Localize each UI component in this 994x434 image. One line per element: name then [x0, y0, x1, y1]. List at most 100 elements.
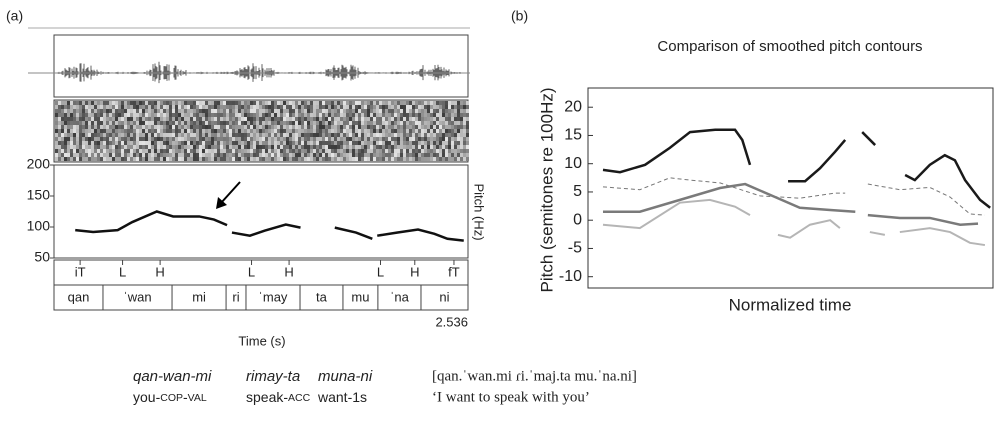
- spectrogram-cell: [415, 137, 418, 141]
- spectrogram-cell: [454, 105, 457, 109]
- spectrogram-cell: [235, 101, 238, 105]
- spectrogram-cell: [112, 145, 115, 149]
- spectrogram-cell: [442, 153, 445, 157]
- spectrogram-cell: [451, 141, 454, 145]
- spectrogram-cell: [208, 145, 211, 149]
- spectrogram-cell: [304, 121, 307, 125]
- spectrogram-cell: [265, 133, 268, 137]
- spectrogram-cell: [427, 117, 430, 121]
- spectrogram-cell: [223, 153, 226, 157]
- spectrogram-cell: [370, 105, 373, 109]
- spectrogram-cell: [169, 137, 172, 141]
- spectrogram-cell: [277, 137, 280, 141]
- spectrogram-cell: [145, 149, 148, 153]
- spectrogram-cell: [67, 149, 70, 153]
- spectrogram-cell: [160, 109, 163, 113]
- spectrogram-cell: [79, 101, 82, 105]
- spectrogram-cell: [352, 113, 355, 117]
- spectrogram-cell: [454, 129, 457, 133]
- spectrogram-cell: [220, 109, 223, 113]
- spectrogram-cell: [466, 117, 469, 121]
- spectrogram-cell: [67, 141, 70, 145]
- spectrogram-cell: [79, 105, 82, 109]
- spectrogram-cell: [313, 101, 316, 105]
- spectrogram-cell: [103, 133, 106, 137]
- spectrogram-cell: [70, 101, 73, 105]
- spectrogram-cell: [361, 153, 364, 157]
- spectrogram-cell: [196, 149, 199, 153]
- spectrogram-cell: [349, 109, 352, 113]
- spectrogram-cell: [223, 101, 226, 105]
- spectrogram-cell: [307, 125, 310, 129]
- spectrogram-cell: [433, 117, 436, 121]
- spectrogram-cell: [286, 101, 289, 105]
- spectrogram-cell: [199, 129, 202, 133]
- spectrogram-cell: [307, 133, 310, 137]
- spectrogram-cell: [424, 137, 427, 141]
- spectrogram-cell: [142, 145, 145, 149]
- spectrogram-cell: [133, 109, 136, 113]
- spectrogram-cell: [193, 145, 196, 149]
- spectrogram-cell: [412, 129, 415, 133]
- spectrogram-cell: [322, 125, 325, 129]
- spectrogram-cell: [106, 149, 109, 153]
- spectrogram-cell: [328, 137, 331, 141]
- spectrogram-cell: [226, 145, 229, 149]
- spectrogram-cell: [229, 133, 232, 137]
- spectrogram-cell: [181, 133, 184, 137]
- spectrogram-cell: [451, 125, 454, 129]
- spectrogram-cell: [220, 141, 223, 145]
- spectrogram-cell: [154, 121, 157, 125]
- spectrogram-cell: [316, 141, 319, 145]
- spectrogram-cell: [289, 137, 292, 141]
- spectrogram-cell: [172, 101, 175, 105]
- spectrogram-cell: [217, 113, 220, 117]
- spectrogram-cell: [343, 149, 346, 153]
- spectrogram-cell: [463, 137, 466, 141]
- spectrogram-cell: [133, 137, 136, 141]
- spectrogram-cell: [274, 149, 277, 153]
- spectrogram-cell: [103, 117, 106, 121]
- spectrogram-cell: [457, 129, 460, 133]
- spectrogram-cell: [100, 153, 103, 157]
- spectrogram-cell: [385, 105, 388, 109]
- spectrogram-cell: [403, 105, 406, 109]
- spectrogram-cell: [100, 157, 103, 161]
- spectrogram-cell: [109, 137, 112, 141]
- spectrogram-cell: [361, 113, 364, 117]
- spectrogram-cell: [64, 153, 67, 157]
- spectrogram-cell: [388, 109, 391, 113]
- spectrogram-cell: [73, 125, 76, 129]
- spectrogram-cell: [205, 153, 208, 157]
- spectrogram-cell: [142, 125, 145, 129]
- spectrogram-cell: [361, 129, 364, 133]
- spectrogram-cell: [196, 153, 199, 157]
- spectrogram-cell: [64, 101, 67, 105]
- spectrogram-cell: [61, 125, 64, 129]
- spectrogram-cell: [358, 153, 361, 157]
- spectrogram-cell: [403, 157, 406, 161]
- spectrogram-cell: [178, 125, 181, 129]
- spectrogram-cell: [340, 145, 343, 149]
- spectrogram-cell: [193, 117, 196, 121]
- spectrogram-cell: [298, 109, 301, 113]
- spectrogram-cell: [118, 105, 121, 109]
- spectrogram-cell: [115, 105, 118, 109]
- spectrogram-cell: [310, 117, 313, 121]
- spectrogram-cell: [430, 137, 433, 141]
- spectrogram-cell: [91, 153, 94, 157]
- spectrogram-cell: [298, 101, 301, 105]
- spectrogram-cell: [436, 105, 439, 109]
- spectrogram-cell: [256, 101, 259, 105]
- spectrogram-cell: [157, 117, 160, 121]
- spectrogram-cell: [361, 141, 364, 145]
- spectrogram-cell: [256, 153, 259, 157]
- spectrogram-cell: [349, 145, 352, 149]
- spectrogram-cell: [412, 113, 415, 117]
- spectrogram-cell: [187, 129, 190, 133]
- spectrogram-cell: [451, 145, 454, 149]
- spectrogram-cell: [235, 109, 238, 113]
- spectrogram-cell: [295, 129, 298, 133]
- spectrogram-cell: [295, 141, 298, 145]
- spectrogram-cell: [262, 149, 265, 153]
